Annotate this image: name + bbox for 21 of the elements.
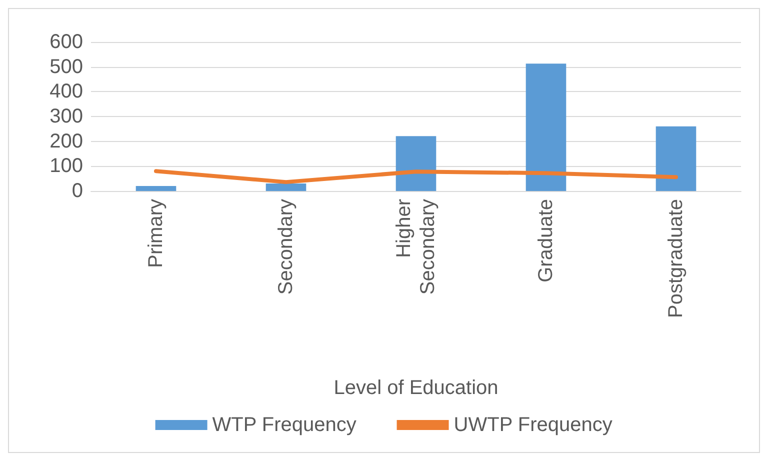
line-series xyxy=(154,169,678,184)
bar xyxy=(526,64,566,191)
bar xyxy=(136,186,176,191)
bar xyxy=(396,136,436,191)
legend-label: WTP Frequency xyxy=(212,414,356,436)
x-tick-label: Primary xyxy=(145,199,167,268)
y-tick-label: 0 xyxy=(72,180,83,202)
x-tick-label: Graduate xyxy=(535,199,557,282)
x-tick-label: Secondary xyxy=(275,199,297,295)
legend-label: UWTP Frequency xyxy=(454,414,612,436)
y-tick-label: 500 xyxy=(50,56,83,78)
x-axis-title: Level of Education xyxy=(334,377,498,399)
x-tick-label: Postgraduate xyxy=(665,199,687,318)
y-tick-label: 300 xyxy=(50,106,83,128)
bar xyxy=(656,126,696,191)
bar xyxy=(266,184,306,191)
y-tick-label: 100 xyxy=(50,155,83,178)
y-tick-label: 400 xyxy=(50,80,83,103)
y-tick-label: 200 xyxy=(50,130,83,152)
x-tick-label: Higher Secondary xyxy=(393,198,439,295)
y-tick-label: 600 xyxy=(50,31,83,53)
